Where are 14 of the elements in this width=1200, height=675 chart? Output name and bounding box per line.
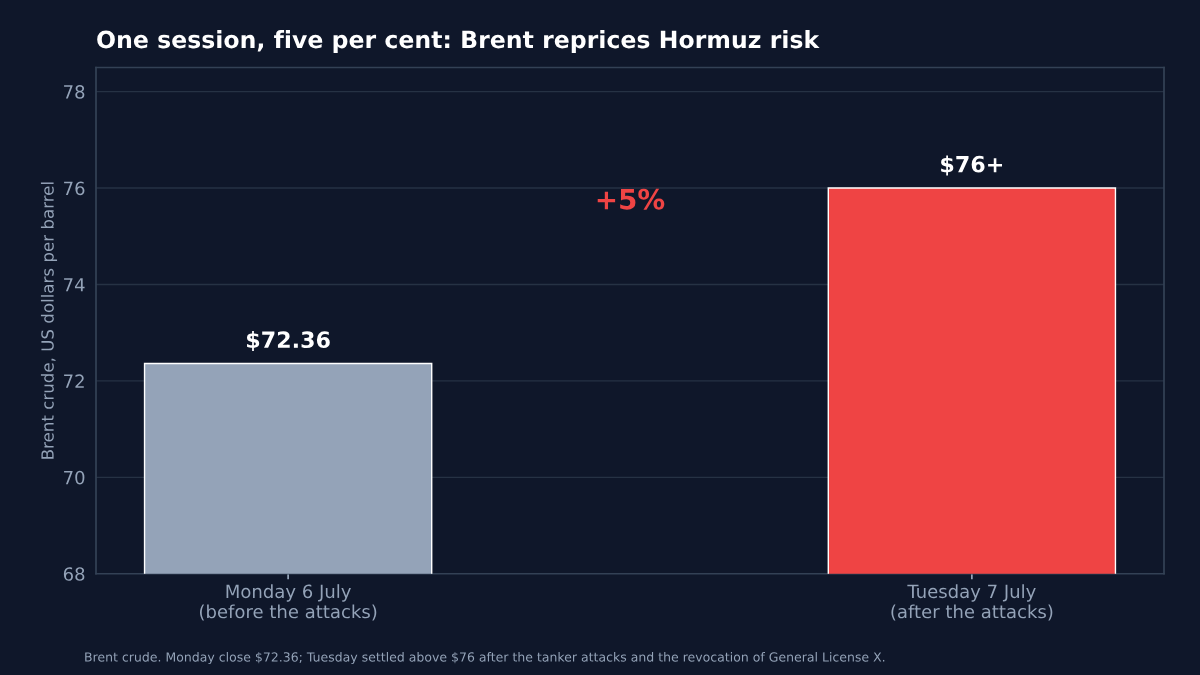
y-tick-label: 74 bbox=[64, 278, 85, 292]
y-tick-label: 72 bbox=[64, 374, 84, 388]
annotation: +5% bbox=[597, 188, 665, 210]
y-tick-label: 76 bbox=[64, 181, 85, 196]
x-tick-label: Monday 6 July (before the attacks) bbox=[200, 584, 377, 621]
y-tick-label: 70 bbox=[64, 470, 85, 485]
y-axis-title: Brent crude, US dollars per barrel bbox=[40, 182, 58, 459]
chart-title: One session, five per cent: Brent reprices Hormuz risk bbox=[97, 30, 820, 53]
data-label: $76+ bbox=[941, 155, 1003, 176]
y-tick-label: 78 bbox=[64, 85, 85, 99]
x-tick-label: Tuesday 7 July (after the attacks) bbox=[891, 584, 1053, 621]
text: Brent crude. Monday close $72.36; Tuesday settled above $76 after the tanker attacks and the revocation of General License X. bbox=[85, 652, 885, 665]
data-label: $72.36 bbox=[246, 330, 330, 352]
y-tick-label: 68 bbox=[63, 567, 85, 581]
